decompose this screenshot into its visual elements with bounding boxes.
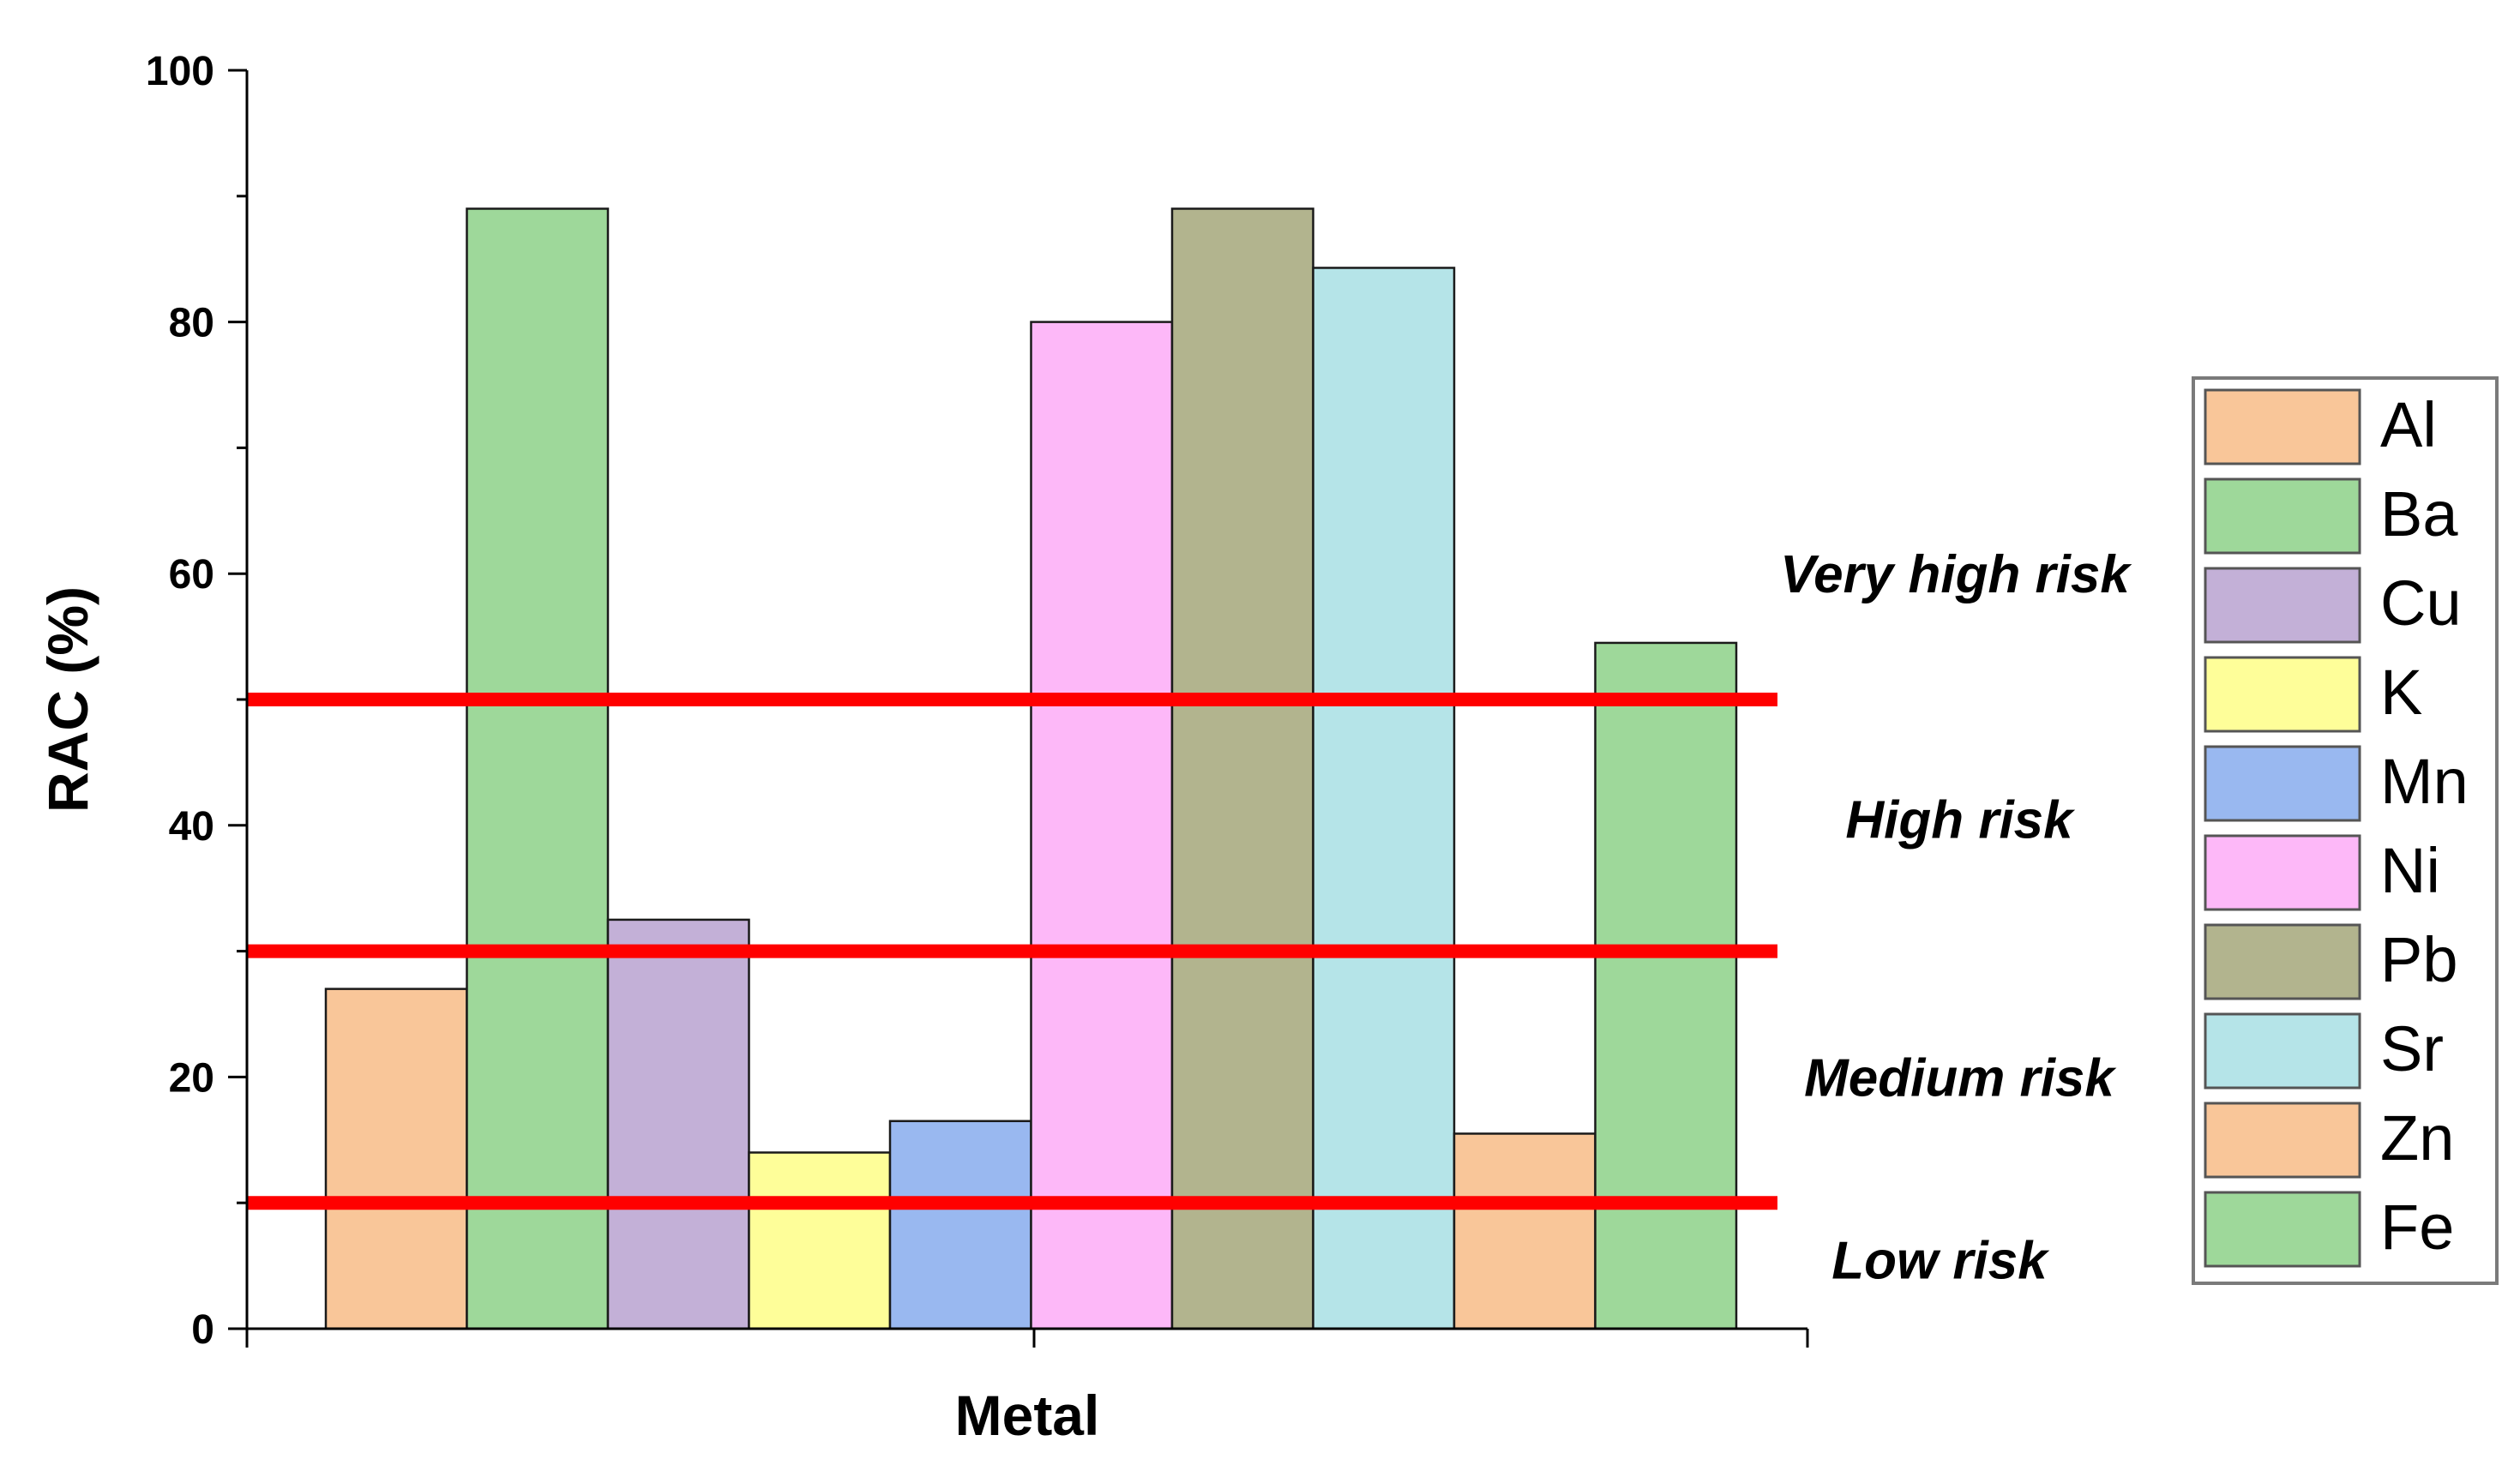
legend: Al Ba Cu K Mn Ni Pb Sr Zn Fe — [2192, 376, 2499, 1285]
bar-pb — [1170, 207, 1314, 1330]
y-tick-label: 20 — [169, 1055, 214, 1101]
legend-label-cu: Cu — [2380, 567, 2462, 639]
y-axis-title: RAC (%) — [36, 586, 99, 813]
legend-swatch-k — [2204, 656, 2361, 733]
y-tick-label: 100 — [146, 49, 214, 94]
bars-layer — [324, 207, 1738, 1330]
legend-swatch-zn — [2204, 1102, 2361, 1179]
bar-al — [324, 988, 468, 1330]
legend-swatch-ba — [2204, 477, 2361, 555]
legend-swatch-sr — [2204, 1012, 2361, 1090]
bar-fe — [1594, 641, 1738, 1330]
bar-zn — [1452, 1132, 1597, 1330]
y-tick-label: 40 — [169, 804, 214, 850]
legend-label-mn: Mn — [2380, 746, 2469, 817]
legend-label-zn: Zn — [2380, 1102, 2454, 1174]
legend-label-al: Al — [2380, 389, 2437, 460]
axes — [228, 69, 1809, 1348]
legend-swatch-al — [2204, 388, 2361, 465]
legend-label-ni: Ni — [2380, 835, 2440, 906]
bar-sr — [1312, 267, 1456, 1330]
x-axis-title: Metal — [955, 1384, 1100, 1447]
legend-swatch-mn — [2204, 745, 2361, 822]
bar-ni — [1030, 321, 1174, 1330]
y-tick-label: 60 — [169, 552, 214, 597]
y-tick-labels: 0 20 40 60 80 100 — [146, 49, 214, 1353]
legend-swatch-ni — [2204, 834, 2361, 911]
risk-zone-label: Very high risk — [1780, 545, 2132, 604]
risk-zone-labels: Very high risk High risk Medium risk Low ri… — [1780, 545, 2132, 1290]
risk-zone-label: Low risk — [1831, 1231, 2050, 1290]
bar-cu — [606, 918, 750, 1330]
y-tick-label: 0 — [191, 1307, 214, 1353]
risk-zone-label: Medium risk — [1804, 1048, 2117, 1108]
legend-swatch-pb — [2204, 923, 2361, 1000]
legend-swatch-fe — [2204, 1191, 2361, 1268]
legend-label-pb: Pb — [2380, 924, 2458, 995]
legend-label-ba: Ba — [2380, 478, 2458, 549]
risk-zone-label: High risk — [1845, 790, 2076, 850]
threshold-lines — [247, 693, 1777, 1210]
y-tick-label: 80 — [169, 301, 214, 346]
legend-label-k: K — [2380, 657, 2422, 728]
legend-label-sr: Sr — [2380, 1013, 2444, 1084]
legend-swatch-cu — [2204, 567, 2361, 644]
legend-label-fe: Fe — [2380, 1192, 2454, 1263]
bar-mn — [888, 1120, 1032, 1330]
bar-k — [748, 1151, 892, 1330]
bar-ba — [466, 207, 610, 1330]
